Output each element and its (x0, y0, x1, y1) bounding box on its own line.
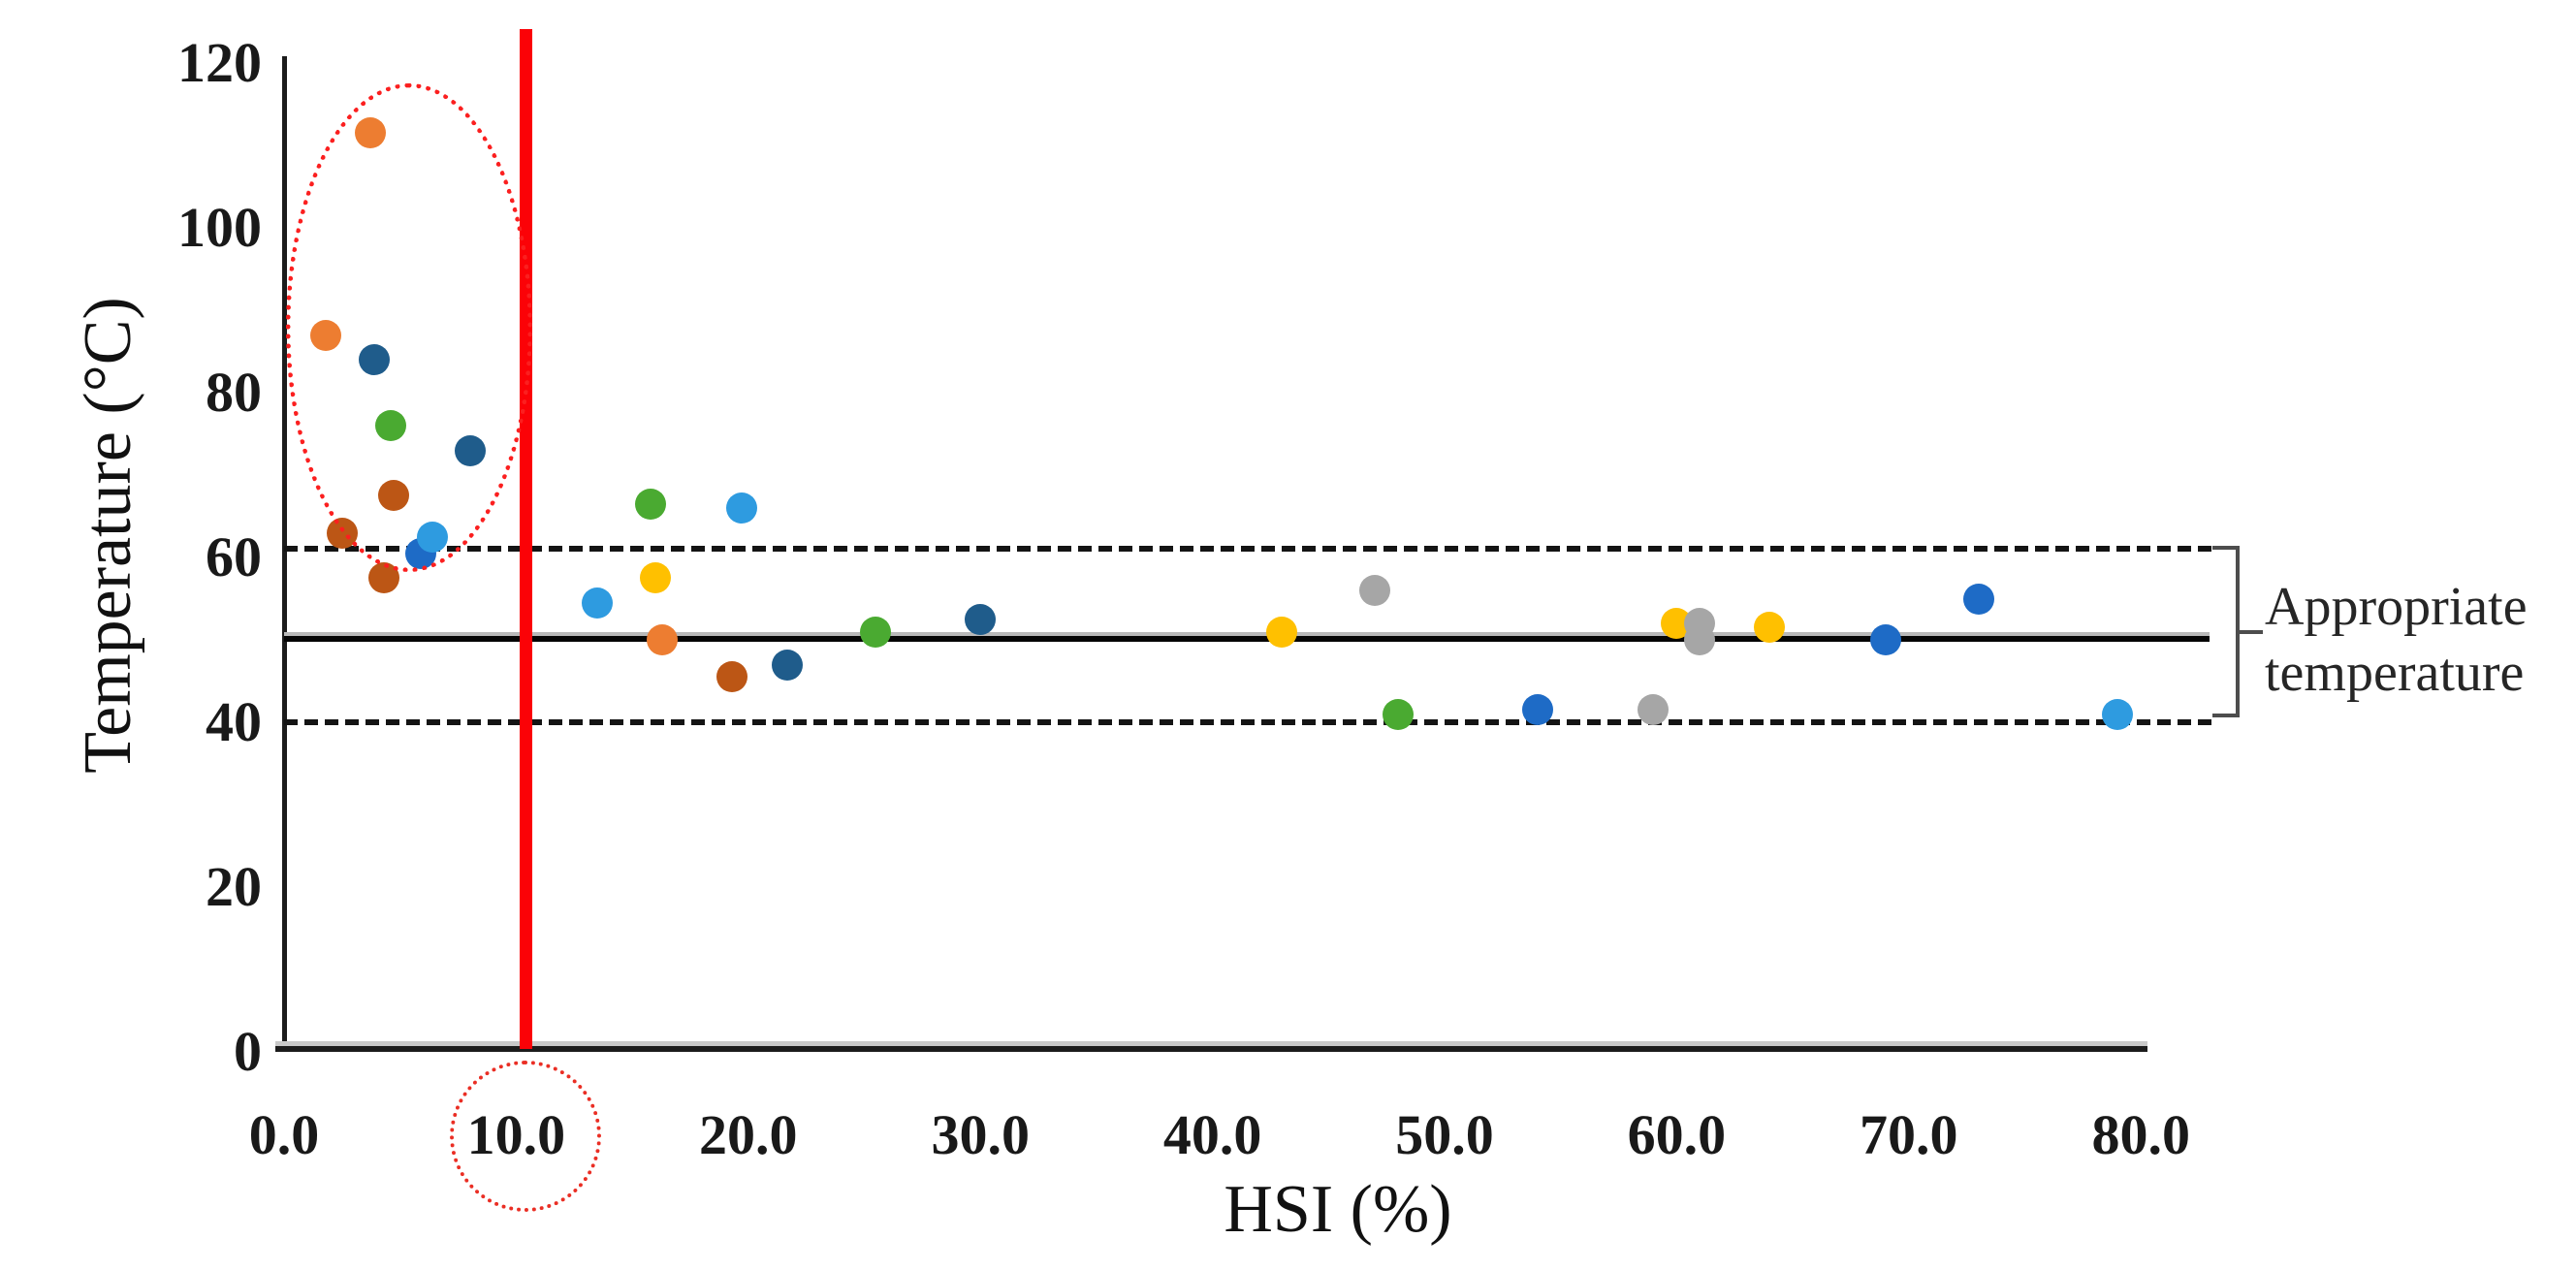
y-tick-label: 60 (206, 525, 262, 588)
x-tick-label: 20.0 (699, 1103, 798, 1166)
data-point-green (860, 616, 892, 648)
x-tick-label: 60.0 (1627, 1103, 1727, 1166)
data-point-yellow (1266, 616, 1298, 648)
y-tick-label: 80 (206, 361, 262, 424)
data-point-green (635, 488, 667, 520)
data-point-royal-blue (1869, 624, 1901, 655)
data-point-green (1383, 698, 1415, 730)
data-point-dark-blue (772, 649, 804, 681)
data-point-brown (716, 661, 748, 693)
x-tick-label: 80.0 (2091, 1103, 2190, 1166)
x-axis-line (275, 1046, 2147, 1052)
y-tick-label: 0 (234, 1020, 262, 1083)
y-tick-label: 120 (177, 31, 262, 94)
upper-dashed-reference-line (284, 546, 2211, 552)
y-tick-label: 40 (206, 690, 262, 753)
data-point-orange (647, 624, 679, 655)
appropriate-temperature-line2: temperature (2265, 643, 2525, 703)
x-tick-label: 0.0 (248, 1103, 320, 1166)
data-point-light-blue (2102, 698, 2134, 730)
x-tick-label: 50.0 (1395, 1103, 1494, 1166)
data-point-light-blue (582, 587, 614, 619)
data-point-yellow (1754, 612, 1786, 644)
data-point-royal-blue (1962, 583, 1994, 615)
bracket-middle-arm (2236, 630, 2263, 634)
x-tick-label: 70.0 (1860, 1103, 1958, 1166)
bracket-top-arm (2212, 546, 2240, 550)
data-point-gray (1638, 694, 1670, 726)
red-vertical-threshold-line (520, 29, 532, 1049)
x-tick-label: 40.0 (1162, 1103, 1262, 1166)
lower-dashed-reference-line (284, 719, 2211, 725)
y-tick-label: 100 (177, 196, 262, 259)
data-point-dark-blue (965, 603, 997, 635)
data-point-yellow (640, 562, 672, 594)
solid-mid-reference-line (284, 636, 2210, 642)
appropriate-temperature-line1: Appropriate (2265, 577, 2528, 637)
appropriate-temperature-label: Appropriate temperature (2265, 574, 2575, 706)
bracket-bottom-arm (2212, 714, 2240, 717)
data-point-gray (1684, 624, 1716, 655)
data-point-light-blue (725, 492, 757, 524)
y-tick-label: 20 (206, 855, 262, 918)
data-point-gray (1359, 575, 1391, 606)
data-point-royal-blue (1521, 694, 1553, 726)
y-axis-line (282, 56, 287, 1051)
red-dotted-ellipse-annotation (286, 83, 532, 572)
x-tick-label: 30.0 (931, 1103, 1030, 1166)
x-axis-title: HSI (%) (1224, 1172, 1452, 1247)
red-circle-around-10-tick (450, 1061, 601, 1212)
